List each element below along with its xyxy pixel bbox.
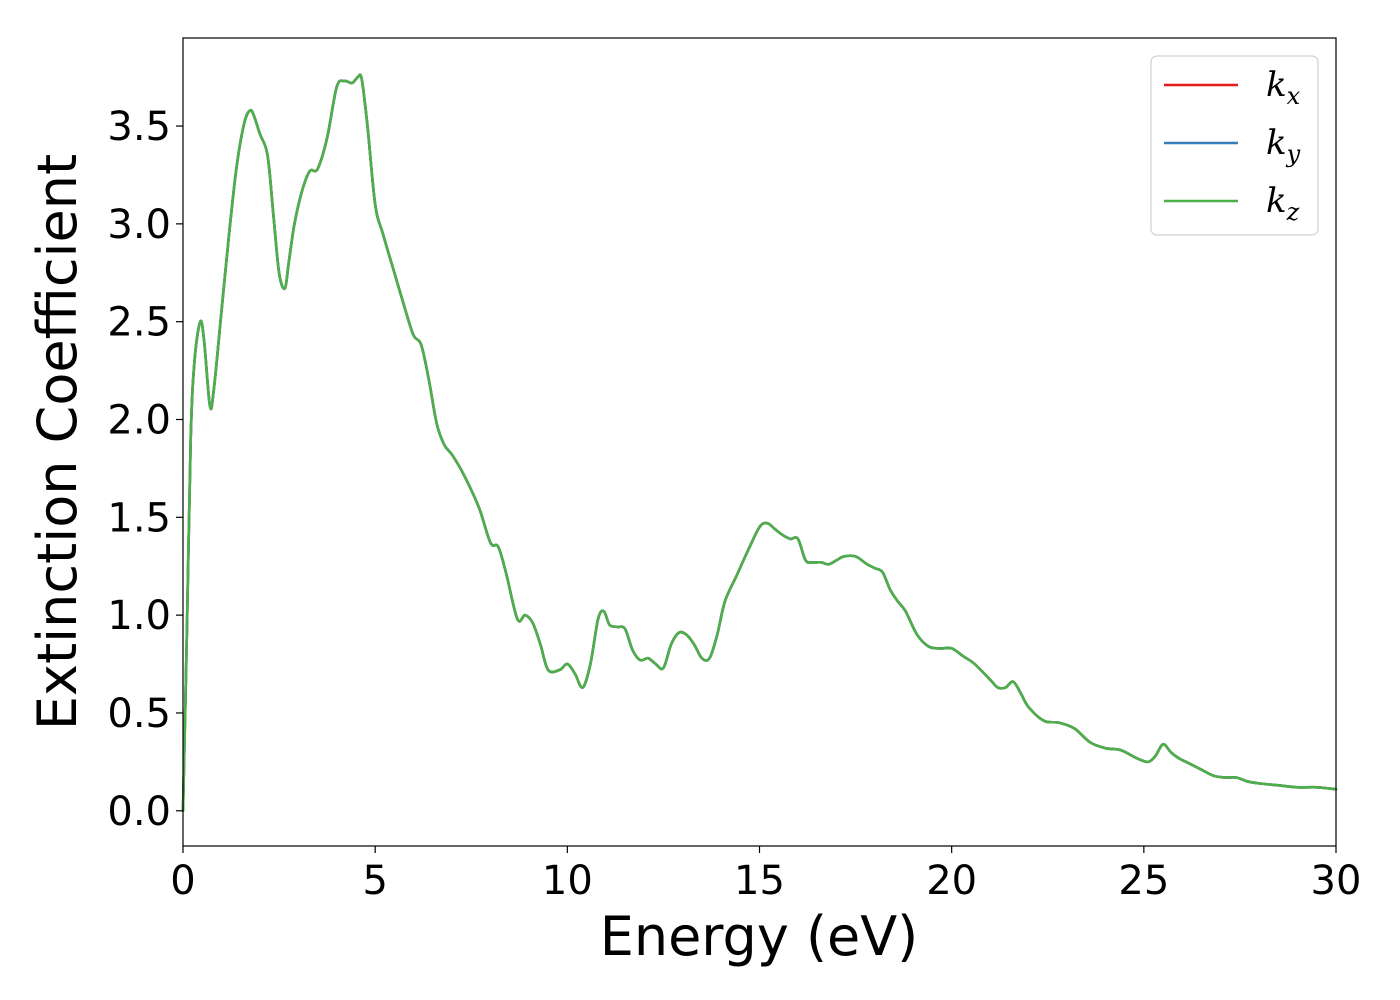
legend: kx ky kz [1150, 55, 1319, 236]
series-layer [181, 73, 1338, 813]
y-tick-label: 0.5 [107, 691, 171, 737]
y-tick-label: 2.0 [107, 398, 171, 444]
y-tick-label: 3.0 [107, 202, 171, 248]
x-tick-label: 10 [542, 858, 593, 904]
y-tick-label: 2.5 [107, 300, 171, 346]
x-tick-label: 30 [1311, 858, 1362, 904]
x-tick-label: 15 [734, 858, 785, 904]
x-tick-label: 25 [1118, 858, 1169, 904]
x-tick-label: 0 [170, 858, 195, 904]
y-tick-label: 1.0 [107, 593, 171, 639]
legend-label-z: kz [1266, 181, 1300, 226]
legend-label-x: kx [1266, 65, 1301, 110]
legend-label-y: ky [1266, 123, 1301, 168]
x-tick-label: 20 [926, 858, 977, 904]
legend-box [1150, 55, 1319, 236]
x-axis: 0 5 10 15 20 25 30 [170, 846, 1361, 904]
x-axis-title: Energy (eV) [600, 905, 919, 968]
y-tick-label: 1.5 [107, 495, 171, 541]
x-tick-label: 5 [362, 858, 387, 904]
y-axis: 0.0 0.5 1.0 1.5 2.0 2.5 3.0 3.5 [107, 104, 183, 835]
y-axis-title: Extinction Coefficient [26, 154, 89, 730]
y-tick-label: 3.5 [107, 104, 171, 150]
series-line-z [181, 73, 1338, 813]
y-tick-label: 0.0 [107, 789, 171, 835]
